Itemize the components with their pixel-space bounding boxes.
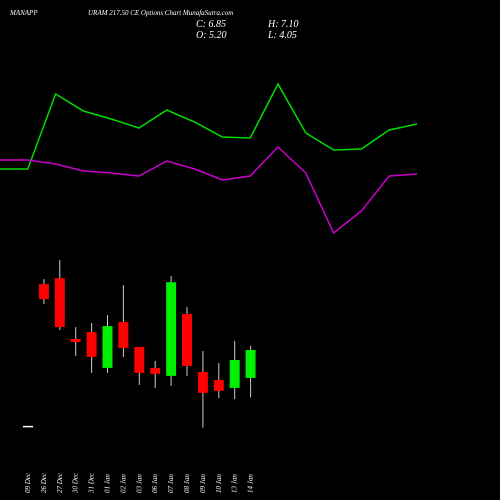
candle-body [102,326,113,368]
x-tick-label: 09 Jan [199,474,207,493]
x-tick-label: 13 Jan [231,474,239,493]
x-tick-label: 03 Jan [135,474,143,493]
x-tick-label: 26 Dec [40,472,48,493]
chart-title: URAM 217.50 CE Options Chart MunafaSutra… [88,9,233,17]
candle-body [134,346,145,373]
x-tick-label: 01 Jan [104,474,112,493]
x-tick-label: 31 Dec [88,472,96,494]
x-tick-label: 30 Dec [72,472,80,494]
x-tick-label: 09 Dec [24,472,32,493]
candle-body [86,332,97,357]
x-tick-label: 10 Jan [215,474,223,493]
x-tick-label: 06 Jan [151,474,159,493]
stat: H: 7.10 [267,19,299,30]
candle-body [213,379,224,391]
candle-body [182,314,192,366]
line-series [0,82,418,170]
x-tick-label: 08 Jan [183,474,191,493]
candle-body [38,284,49,300]
stat: L: 4.05 [267,30,297,41]
candle-body [23,425,33,428]
x-tick-label: 07 Jan [167,474,175,493]
candle-body [197,371,208,393]
candle-body [245,349,256,378]
candle-body [54,278,65,328]
stat: C: 6.85 [196,19,226,30]
candle-body [229,359,240,388]
candle-body [166,282,177,376]
line-series [0,145,418,235]
x-tick-label: 27 Dec [56,472,64,493]
stat: O: 5.20 [196,30,227,41]
candle-body [118,322,129,348]
x-tick-label: 02 Jan [119,474,127,493]
candle-body [70,338,81,343]
symbol: MANAPP [9,9,38,17]
candle-body [150,367,161,374]
x-tick-label: 14 Jan [247,474,255,493]
